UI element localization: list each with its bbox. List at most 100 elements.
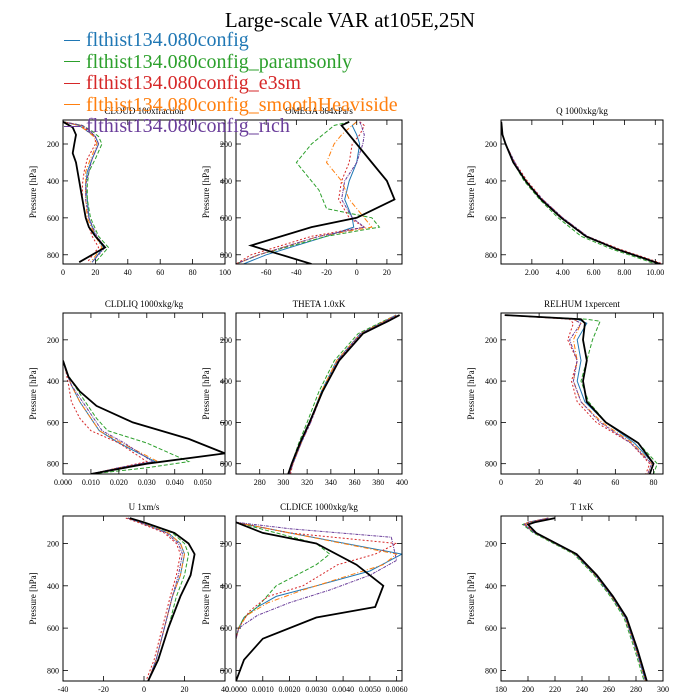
series-line <box>63 360 191 474</box>
series-line <box>236 121 381 264</box>
x-tick-label: 20 <box>91 268 99 277</box>
x-tick-label: 0 <box>142 685 146 694</box>
series-line <box>523 517 646 681</box>
panel-frame <box>235 119 403 265</box>
series-line <box>504 314 655 474</box>
x-tick-label: 340 <box>325 478 337 487</box>
x-tick-label: 40 <box>124 268 132 277</box>
y-axis-label: Pressure [hPa] <box>466 367 476 419</box>
y-tick-label: 800 <box>485 460 497 469</box>
legend-swatch <box>64 125 80 127</box>
y-tick-label: 200 <box>220 140 232 149</box>
series-line <box>125 517 181 681</box>
y-axis-label: Pressure [hPa] <box>466 572 476 624</box>
y-tick-label: 400 <box>47 377 59 386</box>
panel-title: CLOUD 100xfraction <box>104 106 184 116</box>
x-tick-label: 380 <box>372 478 384 487</box>
x-tick-label: 0 <box>355 268 359 277</box>
y-tick-label: 600 <box>47 624 59 633</box>
series-line <box>287 314 401 474</box>
legend-entry: flthist134.080config_rich <box>64 115 398 138</box>
y-axis-label: Pressure [hPa] <box>28 367 38 419</box>
series-line <box>288 314 397 474</box>
x-tick-label: 0.040 <box>166 478 184 487</box>
legend-label: flthist134.080config_smoothHeaviside <box>86 93 398 116</box>
series-line <box>236 521 398 639</box>
series-line <box>523 517 646 681</box>
y-tick-label: 600 <box>47 418 59 427</box>
series-line <box>129 517 196 681</box>
series-line <box>501 121 662 264</box>
panel-8: T 1xK Pressure [hPa] 180 200 220 240 260 280 300… <box>466 502 669 694</box>
y-tick-label: 800 <box>220 251 232 260</box>
y-tick-label: 400 <box>485 377 497 386</box>
y-tick-label: 400 <box>220 177 232 186</box>
series-line <box>521 517 645 681</box>
panel-frame <box>62 312 226 475</box>
y-tick-label: 800 <box>485 251 497 260</box>
series-line <box>63 360 149 474</box>
y-axis-label: Pressure [hPa] <box>201 367 211 419</box>
series-line <box>501 121 661 264</box>
series-line <box>63 360 160 474</box>
series-line <box>236 121 366 264</box>
series-line <box>523 517 646 681</box>
series-line <box>63 121 100 263</box>
x-tick-label: 0.0040 <box>332 685 354 694</box>
panel-4: THETA 1.0xK Pressure [hPa] 280 300 320 340 360… <box>201 299 408 487</box>
legend-entry: flthist134.080config <box>64 29 398 52</box>
x-tick-label: 20 <box>181 685 189 694</box>
y-axis-label: Pressure [hPa] <box>28 572 38 624</box>
series-line <box>63 121 105 263</box>
x-tick-label: 80 <box>189 268 197 277</box>
panel-3: CLDLIQ 1000xkg/kg Pressure [hPa] 0.000 0.01… <box>28 299 226 487</box>
series-line <box>236 121 373 264</box>
series-line <box>236 521 399 639</box>
series-line <box>63 121 103 263</box>
series-line <box>504 314 655 474</box>
panel-title: CLDLIQ 1000xkg/kg <box>105 299 184 309</box>
x-tick-label: 400 <box>396 478 408 487</box>
panel-7: CLDICE 1000xkg/kg Pressure [hPa] 0.0000 0.0… <box>201 502 408 694</box>
series-line <box>63 360 157 474</box>
x-tick-label: -20 <box>321 268 332 277</box>
series-line <box>236 121 366 264</box>
legend-label: flthist134.080config <box>86 29 249 51</box>
x-tick-label: 2.00 <box>525 268 539 277</box>
y-tick-label: 400 <box>47 177 59 186</box>
panel-title: U 1xm/s <box>129 502 160 512</box>
series-line <box>236 521 398 639</box>
series-line <box>501 121 661 264</box>
y-tick-label: 200 <box>485 140 497 149</box>
series-line <box>236 521 385 681</box>
series-line <box>501 121 662 264</box>
y-tick-label: 800 <box>47 666 59 675</box>
series-line <box>504 314 658 474</box>
x-tick-label: 0.0030 <box>305 685 327 694</box>
x-tick-label: 20 <box>535 478 543 487</box>
legend: flthist134.080config flthist134.080config… <box>64 29 398 138</box>
series-line <box>248 120 396 264</box>
y-axis-label: Pressure [hPa] <box>201 166 211 218</box>
x-tick-label: 100 <box>219 268 231 277</box>
y-tick-label: 200 <box>485 336 497 345</box>
series-line <box>127 517 184 681</box>
series-line <box>526 517 648 681</box>
y-tick-label: 600 <box>220 624 232 633</box>
y-tick-label: 400 <box>220 582 232 591</box>
y-tick-label: 200 <box>220 336 232 345</box>
x-tick-label: 0.0050 <box>359 685 381 694</box>
y-tick-label: 800 <box>485 666 497 675</box>
y-tick-label: 400 <box>485 177 497 186</box>
series-line <box>504 314 653 474</box>
panel-title: THETA 1.0xK <box>293 299 346 309</box>
legend-label: flthist134.080config_e3sm <box>86 72 301 94</box>
y-axis-label: Pressure [hPa] <box>28 166 38 218</box>
y-tick-label: 800 <box>220 666 232 675</box>
panel-frame <box>500 119 664 265</box>
panel-1: OMEGA 864xPa/s Pressure [hPa] -60 -40 -20 0 20… <box>201 106 403 277</box>
x-tick-label: 20 <box>383 268 391 277</box>
x-tick-label: -40 <box>58 685 69 694</box>
legend-swatch <box>64 104 80 106</box>
